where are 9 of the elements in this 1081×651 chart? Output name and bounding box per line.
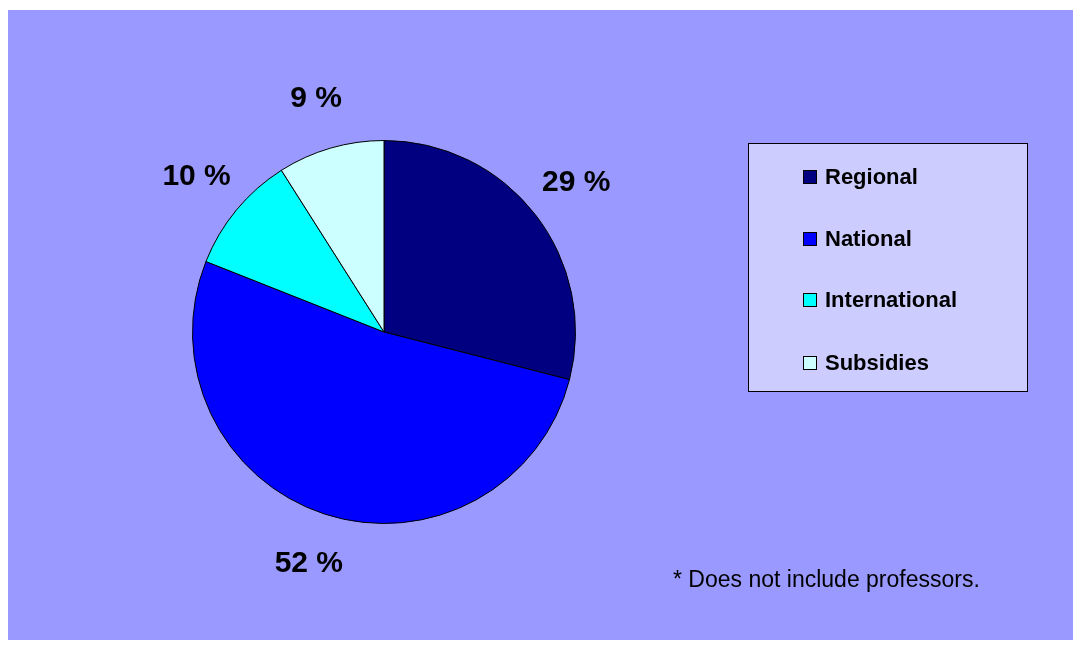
legend-label: Regional xyxy=(825,164,918,190)
data-label: 10 % xyxy=(162,158,231,192)
text: * Does not include professors. xyxy=(673,566,980,593)
data-label: 9 % xyxy=(290,79,342,113)
legend-label: International xyxy=(825,287,958,313)
data-label: 52 % xyxy=(274,544,344,578)
data-label: 29 % xyxy=(541,164,611,198)
legend-label: National xyxy=(825,226,912,252)
legend-label: Subsidies xyxy=(825,350,929,376)
